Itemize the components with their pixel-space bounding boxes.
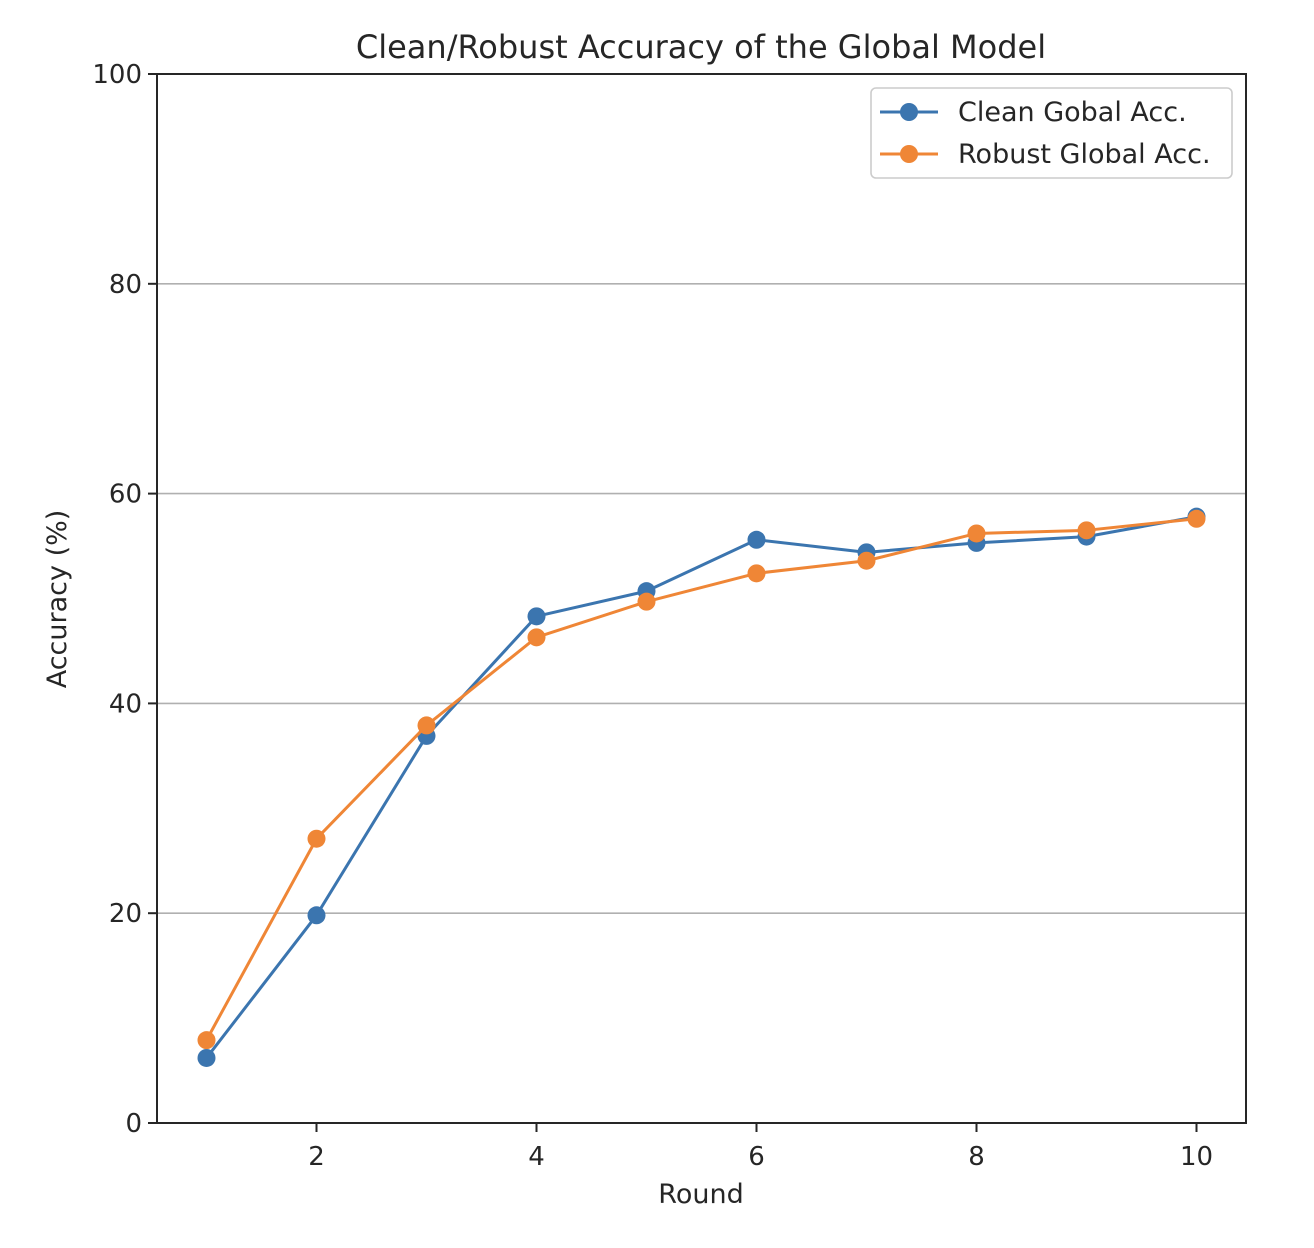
y-tick-label: 20 <box>109 899 142 929</box>
x-tick-label: 8 <box>968 1142 985 1172</box>
legend-marker <box>900 145 918 163</box>
series-line <box>205 517 1197 1041</box>
legend-item: Robust Global Acc. <box>880 139 1211 170</box>
x-tick-label: 4 <box>528 1142 545 1172</box>
y-tick-label: 100 <box>92 60 142 90</box>
series-line <box>205 515 1197 1059</box>
y-tick-label: 40 <box>109 689 142 719</box>
x-tick-label: 6 <box>748 1142 765 1172</box>
data-point <box>857 551 876 570</box>
y-tick-label: 80 <box>109 270 142 300</box>
x-tick-label: 10 <box>1180 1142 1213 1172</box>
legend-box <box>870 87 1233 179</box>
legend: Clean Gobal Acc. Robust Global Acc. <box>870 87 1233 179</box>
data-point <box>527 628 546 647</box>
data-point <box>967 524 986 543</box>
x-tick-label: 2 <box>308 1142 325 1172</box>
legend-label: Clean Gobal Acc. <box>958 97 1187 128</box>
series-1 <box>197 509 1206 1050</box>
data-point <box>747 530 766 549</box>
data-point <box>307 829 326 848</box>
y-tick-label: 60 <box>109 480 142 510</box>
plot-frame <box>156 73 1247 1124</box>
legend-label: Robust Global Acc. <box>958 139 1211 170</box>
data-point <box>527 607 546 626</box>
chart-title: Clean/Robust Accuracy of the Global Mode… <box>356 28 1046 66</box>
legend-marker <box>900 103 918 121</box>
data-point <box>197 1048 216 1067</box>
y-axis-label: Accuracy (%) <box>42 510 73 689</box>
data-point <box>197 1031 216 1050</box>
data-point <box>637 592 656 611</box>
data-point <box>1187 509 1206 528</box>
series-layer <box>197 507 1206 1067</box>
legend-item: Clean Gobal Acc. <box>880 97 1187 128</box>
x-axis-label: Round <box>658 1179 743 1210</box>
y-tick-label: 0 <box>125 1109 142 1139</box>
data-point <box>1077 521 1096 540</box>
gridlines <box>157 282 1246 915</box>
data-point <box>307 906 326 925</box>
data-point <box>747 564 766 583</box>
data-point <box>417 716 436 735</box>
axis-ticks: 0 20 40 60 80 100 2 4 6 8 10 <box>92 60 1213 1172</box>
